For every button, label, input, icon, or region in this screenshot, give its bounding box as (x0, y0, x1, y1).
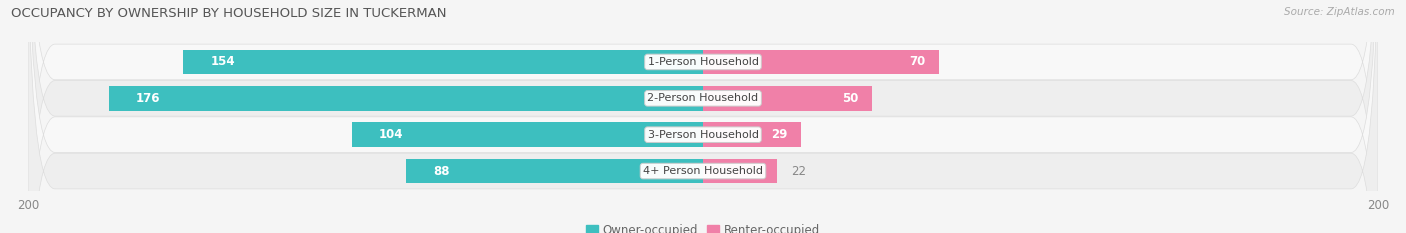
Text: 4+ Person Household: 4+ Person Household (643, 166, 763, 176)
Text: 29: 29 (770, 128, 787, 141)
Text: 154: 154 (211, 55, 235, 69)
Text: 1-Person Household: 1-Person Household (648, 57, 758, 67)
Legend: Owner-occupied, Renter-occupied: Owner-occupied, Renter-occupied (581, 219, 825, 233)
FancyBboxPatch shape (28, 0, 1378, 233)
Text: 22: 22 (790, 164, 806, 178)
Text: 3-Person Household: 3-Person Household (648, 130, 758, 140)
Text: Source: ZipAtlas.com: Source: ZipAtlas.com (1284, 7, 1395, 17)
FancyBboxPatch shape (28, 0, 1378, 233)
Text: 70: 70 (910, 55, 925, 69)
Text: OCCUPANCY BY OWNERSHIP BY HOUSEHOLD SIZE IN TUCKERMAN: OCCUPANCY BY OWNERSHIP BY HOUSEHOLD SIZE… (11, 7, 447, 20)
FancyBboxPatch shape (28, 0, 1378, 233)
Bar (703, 159, 778, 183)
Bar (703, 86, 872, 111)
Text: 88: 88 (433, 164, 450, 178)
Bar (352, 122, 703, 147)
FancyBboxPatch shape (28, 0, 1378, 233)
Bar (703, 50, 939, 74)
Bar (183, 50, 703, 74)
Bar (110, 86, 703, 111)
Bar (703, 122, 801, 147)
Bar (406, 159, 703, 183)
Text: 176: 176 (136, 92, 160, 105)
Text: 104: 104 (380, 128, 404, 141)
Text: 2-Person Household: 2-Person Household (647, 93, 759, 103)
Text: 50: 50 (842, 92, 858, 105)
